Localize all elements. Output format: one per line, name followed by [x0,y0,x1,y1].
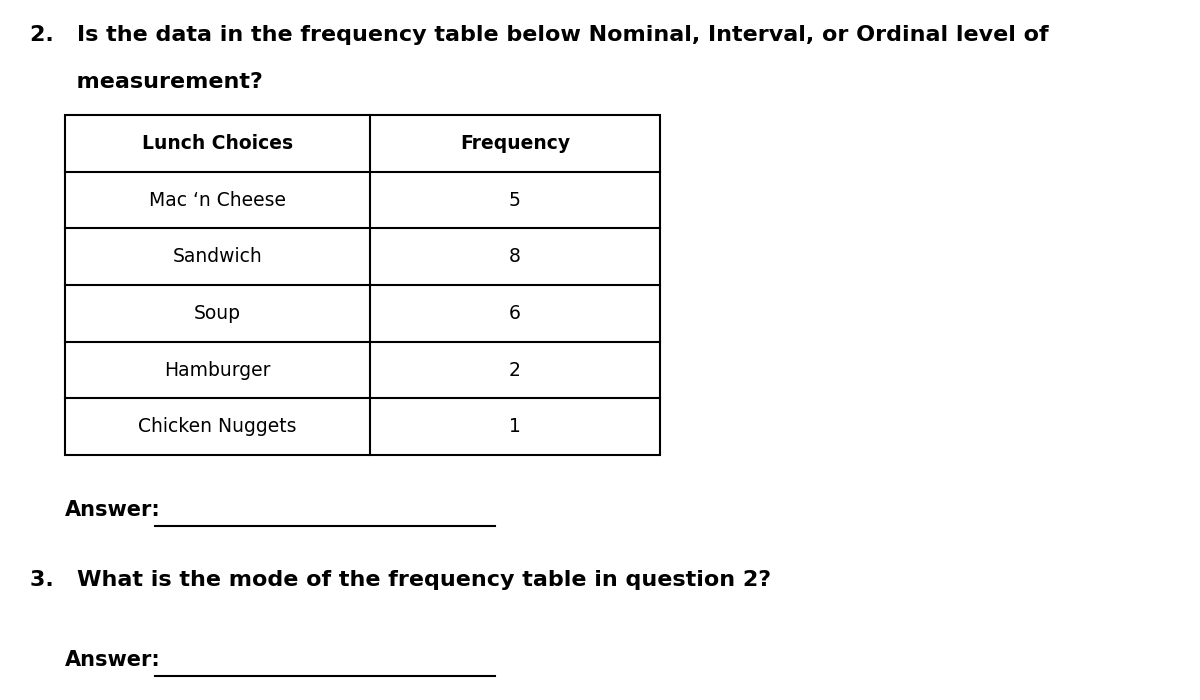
Text: Sandwich: Sandwich [173,247,263,266]
Bar [65,115,660,455]
Text: 1: 1 [509,417,521,436]
Text: Mac ‘n Cheese: Mac ‘n Cheese [149,190,286,209]
Text: Answer:: Answer: [65,500,161,520]
Text: 5: 5 [509,190,521,209]
Text: measurement?: measurement? [30,72,263,92]
Text: Hamburger: Hamburger [164,360,271,379]
Text: Answer:: Answer: [65,650,161,670]
Text: 3.   What is the mode of the frequency table in question 2?: 3. What is the mode of the frequency tab… [30,570,772,590]
Text: 6: 6 [509,304,521,323]
Text: Chicken Nuggets: Chicken Nuggets [138,417,296,436]
Text: Soup: Soup [194,304,241,323]
Text: 2: 2 [509,360,521,379]
Text: Frequency: Frequency [460,134,570,153]
Text: Lunch Choices: Lunch Choices [142,134,293,153]
Text: 8: 8 [509,247,521,266]
Text: 2.   Is the data in the frequency table below Nominal, Interval, or Ordinal leve: 2. Is the data in the frequency table be… [30,25,1049,45]
